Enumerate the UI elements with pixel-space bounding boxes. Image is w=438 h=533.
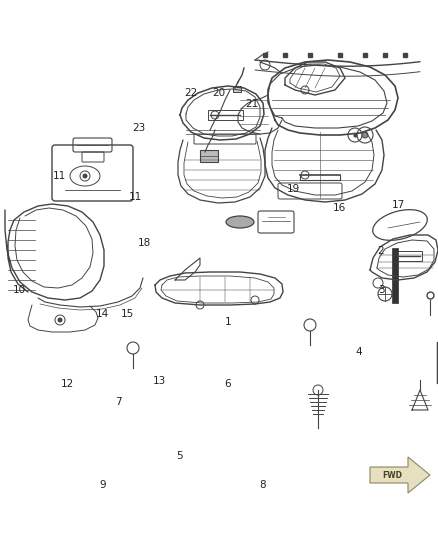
- Text: 14: 14: [96, 310, 110, 319]
- Circle shape: [362, 132, 368, 138]
- Text: 4: 4: [356, 347, 363, 357]
- Text: 22: 22: [184, 88, 197, 98]
- Polygon shape: [370, 457, 430, 493]
- Text: 16: 16: [333, 203, 346, 213]
- Text: 2: 2: [378, 246, 385, 255]
- Text: 5: 5: [176, 451, 183, 461]
- Text: 8: 8: [259, 480, 266, 490]
- Bar: [392, 248, 398, 303]
- Text: 15: 15: [120, 310, 134, 319]
- Circle shape: [83, 174, 87, 178]
- Bar: [396, 251, 422, 261]
- Bar: [208, 110, 243, 120]
- Text: 3: 3: [378, 286, 385, 295]
- Text: 17: 17: [392, 200, 405, 210]
- Text: 1: 1: [224, 318, 231, 327]
- Text: 19: 19: [287, 184, 300, 194]
- Text: 9: 9: [99, 480, 106, 490]
- Text: 18: 18: [138, 238, 151, 247]
- Bar: [200, 150, 218, 162]
- Text: 20: 20: [212, 88, 226, 98]
- Circle shape: [58, 318, 62, 322]
- Bar: [233, 86, 241, 92]
- Ellipse shape: [226, 216, 254, 228]
- Text: 7: 7: [115, 398, 122, 407]
- Text: 12: 12: [61, 379, 74, 389]
- Text: 21: 21: [245, 99, 258, 109]
- Text: 13: 13: [153, 376, 166, 386]
- Text: 11: 11: [129, 192, 142, 202]
- Text: 23: 23: [133, 123, 146, 133]
- Text: 11: 11: [53, 171, 66, 181]
- Text: 10: 10: [13, 286, 26, 295]
- Text: 6: 6: [224, 379, 231, 389]
- Text: FWD: FWD: [382, 471, 402, 480]
